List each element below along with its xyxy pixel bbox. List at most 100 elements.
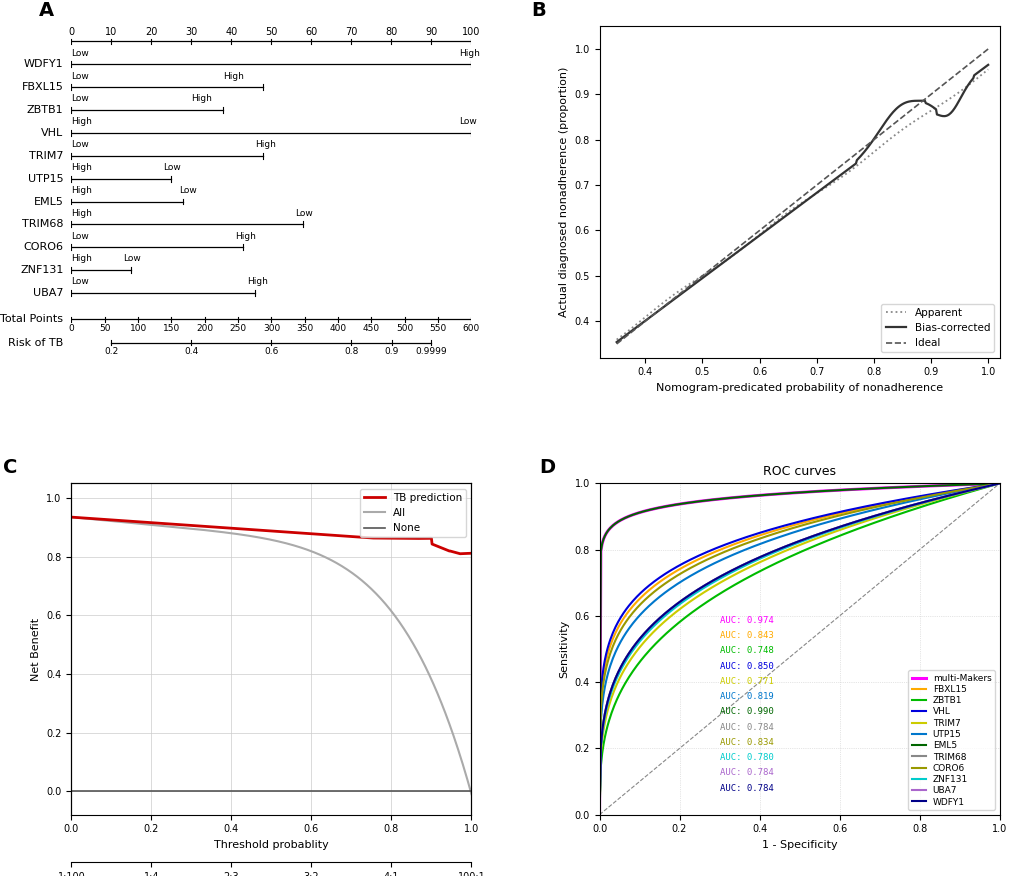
Text: AUC: 0.771: AUC: 0.771 xyxy=(718,677,772,686)
Text: Low: Low xyxy=(71,95,89,103)
Text: VHL: VHL xyxy=(41,128,63,138)
Text: ZNF131: ZNF131 xyxy=(20,265,63,275)
Text: High: High xyxy=(235,231,256,241)
All xyxy=(366,585,378,596)
Text: AUC: 0.843: AUC: 0.843 xyxy=(718,632,772,640)
Text: WDFY1: WDFY1 xyxy=(23,60,63,69)
All xyxy=(246,531,258,541)
Text: Low: Low xyxy=(296,208,313,218)
Ideal xyxy=(844,153,856,164)
Text: UBA7: UBA7 xyxy=(33,288,63,298)
Legend: Apparent, Bias-corrected, Ideal: Apparent, Bias-corrected, Ideal xyxy=(880,304,994,352)
Text: AUC: 0.974: AUC: 0.974 xyxy=(718,616,772,625)
All xyxy=(168,522,180,533)
Ideal xyxy=(879,124,892,135)
Line: Apparent: Apparent xyxy=(616,69,987,340)
None xyxy=(465,786,477,796)
Line: All: All xyxy=(71,517,471,795)
Text: 200: 200 xyxy=(196,324,213,333)
Text: AUC: 0.784: AUC: 0.784 xyxy=(718,783,772,793)
X-axis label: Threshold probablity: Threshold probablity xyxy=(214,840,328,850)
Text: 40: 40 xyxy=(225,27,237,37)
Text: High: High xyxy=(255,140,276,149)
Text: Low: Low xyxy=(71,278,89,286)
X-axis label: Nomogram-predicated probability of nonadherence: Nomogram-predicated probability of nonad… xyxy=(655,383,943,392)
Text: 0.8: 0.8 xyxy=(344,347,359,357)
TB prediction xyxy=(453,548,466,559)
Apparent xyxy=(757,226,769,237)
Text: 20: 20 xyxy=(145,27,158,37)
All xyxy=(465,789,477,800)
Text: Low: Low xyxy=(71,49,89,58)
Text: D: D xyxy=(539,458,555,477)
Apparent xyxy=(731,247,743,258)
Text: Low: Low xyxy=(163,163,181,172)
Text: High: High xyxy=(71,163,92,172)
Bias-corrected xyxy=(731,246,743,257)
Text: AUC: 0.990: AUC: 0.990 xyxy=(718,707,772,717)
Text: UTP15: UTP15 xyxy=(28,173,63,184)
Text: High: High xyxy=(71,208,92,218)
Text: 30: 30 xyxy=(185,27,198,37)
None xyxy=(301,786,313,796)
All xyxy=(301,545,313,555)
Text: TRIM68: TRIM68 xyxy=(21,219,63,230)
Text: High: High xyxy=(459,49,480,58)
Bias-corrected xyxy=(879,115,892,125)
Text: AUC: 0.780: AUC: 0.780 xyxy=(718,753,772,762)
All xyxy=(136,519,148,529)
Text: TRIM7: TRIM7 xyxy=(29,151,63,161)
Bias-corrected xyxy=(610,337,623,348)
Text: AUC: 0.850: AUC: 0.850 xyxy=(718,661,772,671)
Text: 300: 300 xyxy=(263,324,280,333)
Line: Bias-corrected: Bias-corrected xyxy=(616,65,987,343)
TB prediction xyxy=(65,512,77,522)
Text: 500: 500 xyxy=(395,324,413,333)
Ideal xyxy=(877,126,890,137)
Line: TB prediction: TB prediction xyxy=(71,517,471,554)
None xyxy=(246,786,258,796)
Text: 350: 350 xyxy=(296,324,313,333)
Text: AUC: 0.748: AUC: 0.748 xyxy=(718,646,772,655)
Text: AUC: 0.784: AUC: 0.784 xyxy=(718,768,772,777)
TB prediction xyxy=(246,525,258,535)
Text: AUC: 0.834: AUC: 0.834 xyxy=(718,738,772,747)
Text: Low: Low xyxy=(123,254,141,264)
Text: Low: Low xyxy=(71,140,89,149)
Bias-corrected xyxy=(981,60,994,70)
Ideal xyxy=(654,303,666,314)
Text: High: High xyxy=(223,72,245,81)
Text: 150: 150 xyxy=(163,324,180,333)
Ideal xyxy=(757,222,769,232)
Text: CORO6: CORO6 xyxy=(23,243,63,252)
Text: 0.4: 0.4 xyxy=(184,347,199,357)
TB prediction xyxy=(168,519,180,530)
Bias-corrected xyxy=(877,117,890,128)
Text: AUC: 0.784: AUC: 0.784 xyxy=(718,723,772,731)
Text: Total Points: Total Points xyxy=(0,314,63,324)
Text: Low: Low xyxy=(71,231,89,241)
Text: 250: 250 xyxy=(229,324,247,333)
None xyxy=(65,786,77,796)
Text: 550: 550 xyxy=(429,324,446,333)
Text: FBXL15: FBXL15 xyxy=(21,82,63,92)
Text: A: A xyxy=(40,1,54,19)
Text: 0.9999: 0.9999 xyxy=(416,347,447,357)
Text: AUC: 0.819: AUC: 0.819 xyxy=(718,692,772,701)
None xyxy=(366,786,378,796)
Text: B: B xyxy=(531,1,546,19)
All xyxy=(332,559,344,569)
Text: 600: 600 xyxy=(463,324,480,333)
Text: 0.2: 0.2 xyxy=(104,347,118,357)
Text: 400: 400 xyxy=(329,324,346,333)
Text: 0: 0 xyxy=(68,27,74,37)
TB prediction xyxy=(366,533,378,543)
Legend: multi-Makers, FBXL15, ZBTB1, VHL, TRIM7, UTP15, EML5, TRIM68, CORO6, ZNF131, UBA: multi-Makers, FBXL15, ZBTB1, VHL, TRIM7,… xyxy=(908,670,995,810)
Text: 50: 50 xyxy=(265,27,277,37)
TB prediction xyxy=(136,517,148,527)
Text: High: High xyxy=(71,117,92,126)
All xyxy=(65,512,77,522)
Title: ROC curves: ROC curves xyxy=(762,465,836,478)
TB prediction xyxy=(465,548,477,559)
TB prediction xyxy=(301,528,313,539)
